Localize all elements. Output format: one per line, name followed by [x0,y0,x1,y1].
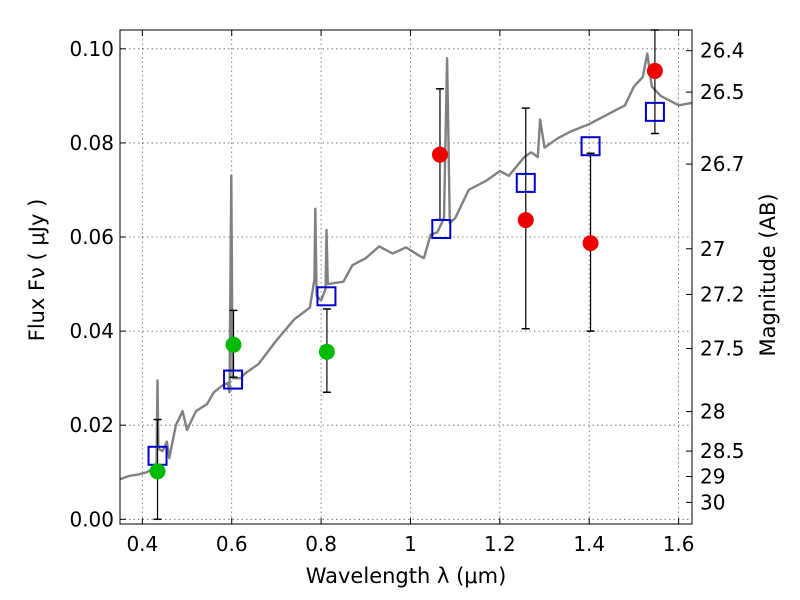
observed-point [318,343,335,360]
y2-tick-label: 30 [700,490,725,514]
tick-layer: 0.4 0.6 0.8 1 1.2 1.4 1.6 0.00 0.02 0.04 0.06 0.08 0… [69,30,745,556]
y2-tick-label: 26.4 [700,39,745,63]
observed-point [431,146,448,163]
y-tick-label: 0.06 [69,225,114,249]
y-tick-label: 0.08 [69,131,114,155]
y2-tick-label: 27.2 [700,282,745,306]
model-band-square [580,136,601,157]
y2-tick-label: 27 [700,237,725,261]
model-band-square [431,219,452,240]
y2-tick-label: 26.5 [700,80,745,104]
observed-point [517,212,534,229]
y-tick-label: 0.02 [69,413,114,437]
marker-layer [147,62,665,480]
observed-point [225,336,242,353]
x-tick-label: 1.2 [484,532,516,556]
x-tick-label: 1.6 [663,532,695,556]
spectrum-layer [119,52,693,481]
y2-tick-label: 27.5 [700,337,745,361]
model-band-square [316,286,337,307]
x-tick-label: 0.4 [126,532,158,556]
y2-axis-label: Magnitude (AB) [756,193,780,356]
grid [120,30,692,524]
model-spectrum-line [119,52,693,481]
y-axis-label: Flux Fν ( μJy ) [25,199,49,342]
y-tick-label: 0.04 [69,319,114,343]
y-tick-label: 0.00 [69,507,114,531]
y2-tick-label: 28.5 [700,439,745,463]
model-band-square [644,101,665,122]
y2-tick-label: 26.7 [700,152,745,176]
y2-tick-label: 28 [700,400,725,424]
observed-point [582,235,599,252]
x-tick-label: 1 [404,532,417,556]
observed-point [646,62,663,79]
plot-frame [119,29,693,525]
x-tick-label: 0.6 [216,532,248,556]
model-band-square [223,369,244,390]
x-tick-label: 0.8 [305,532,337,556]
observed-point [149,463,166,480]
y-tick-label: 0.10 [69,37,114,61]
x-tick-label: 1.4 [573,532,605,556]
model-band-square [515,172,536,193]
x-axis-label: Wavelength λ (μm) [306,564,507,588]
y2-tick-label: 29 [700,464,725,488]
